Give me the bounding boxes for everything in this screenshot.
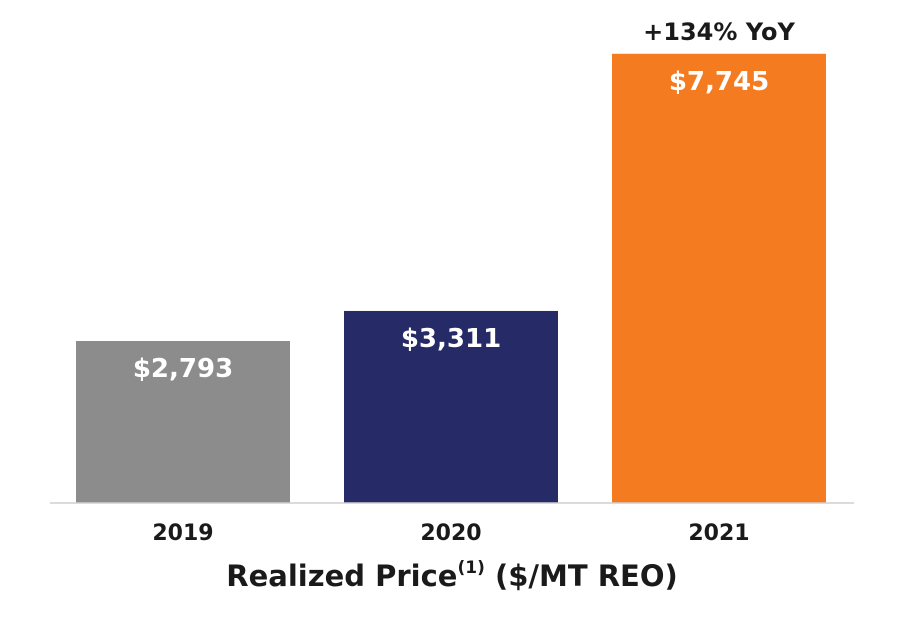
bar-2021 bbox=[612, 53, 826, 503]
bars-layer bbox=[76, 53, 826, 503]
chart-title-footnote: (1) bbox=[457, 558, 484, 578]
value-label-2019: $2,793 bbox=[133, 354, 233, 384]
value-label-2021: $7,745 bbox=[669, 67, 769, 97]
chart-title-main: Realized Price bbox=[226, 559, 457, 593]
category-label-2020: 2020 bbox=[420, 521, 481, 546]
category-label-2021: 2021 bbox=[688, 521, 749, 546]
chart-title: Realized Price(1) ($/MT REO) bbox=[226, 558, 678, 593]
bar-2019 bbox=[76, 341, 290, 503]
labels-layer: $2,793 2019 $3,311 2020 $7,745 2021 +134% YoY bbox=[133, 18, 796, 546]
bar-2020 bbox=[344, 310, 558, 503]
value-label-2020: $3,311 bbox=[401, 324, 501, 354]
yoy-annotation: +134% YoY bbox=[643, 18, 795, 46]
category-label-2019: 2019 bbox=[152, 521, 213, 546]
chart-title-unit: ($/MT REO) bbox=[485, 559, 678, 593]
